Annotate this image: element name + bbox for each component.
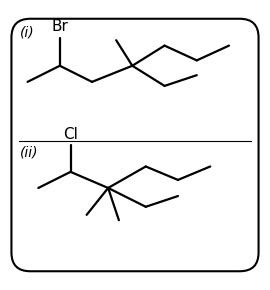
Text: Br: Br xyxy=(51,19,68,34)
FancyBboxPatch shape xyxy=(11,19,259,271)
Text: Cl: Cl xyxy=(63,127,78,142)
Text: (i): (i) xyxy=(19,26,34,39)
Text: (ii): (ii) xyxy=(19,145,38,159)
